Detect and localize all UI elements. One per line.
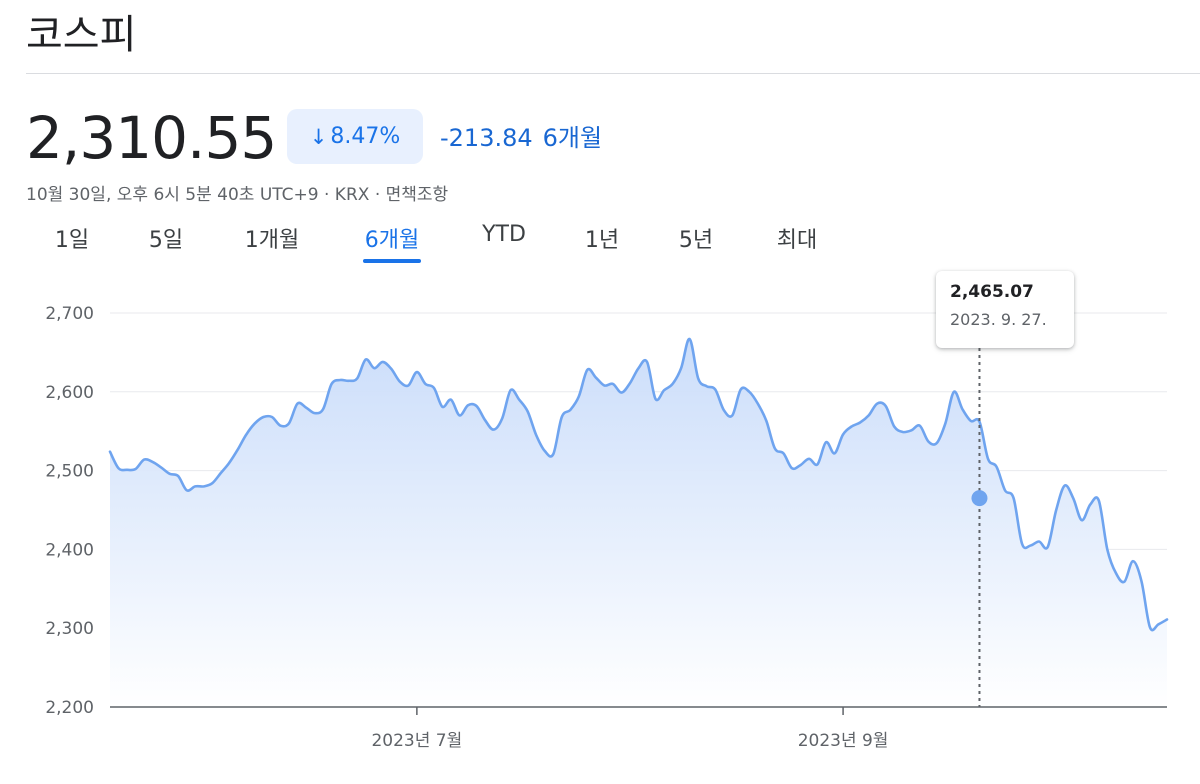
tab-6m[interactable]: 6개월: [364, 228, 420, 253]
y-tick-label: 2,500: [45, 462, 94, 482]
tab-5d[interactable]: 5일: [148, 228, 184, 253]
x-tick-label: 2023년 9월: [798, 731, 889, 751]
y-tick-label: 2,200: [45, 698, 94, 718]
area-fill: [110, 338, 1167, 707]
tab-ytd[interactable]: YTD: [482, 222, 526, 247]
active-tab-indicator: [363, 259, 421, 263]
tab-1d[interactable]: 1일: [54, 228, 90, 253]
tab-max[interactable]: 최대: [776, 228, 818, 253]
y-tick-label: 2,600: [45, 383, 94, 403]
tooltip-date: 2023. 9. 27.: [950, 310, 1047, 329]
y-tick-label: 2,700: [45, 304, 94, 324]
change-percent-badge: ↓ 8.47%: [287, 109, 423, 164]
price-tooltip: 2,465.07 2023. 9. 27.: [936, 271, 1074, 348]
series-line: [108, 337, 1169, 632]
tab-1m[interactable]: 1개월: [244, 228, 300, 253]
change-absolute: -213.84 6개월: [440, 118, 602, 153]
tab-1y[interactable]: 1년: [584, 228, 620, 253]
arrow-down-icon: ↓: [309, 124, 328, 149]
tab-5y[interactable]: 5년: [678, 228, 714, 253]
current-price: 2,310.55: [26, 104, 277, 172]
header-divider: [26, 73, 1200, 74]
change-percent: 8.47%: [330, 124, 401, 149]
y-tick-label: 2,400: [45, 540, 94, 560]
quote-meta: 10월 30일, 오후 6시 5분 40초 UTC+9 · KRX · 면책조항: [26, 185, 449, 205]
change-period: 6개월: [542, 124, 603, 152]
page-title: 코스피: [26, 12, 137, 58]
range-tabs: 1일 5일 1개월 6개월 YTD 1년 5년 최대: [0, 222, 900, 268]
tooltip-value: 2,465.07: [950, 282, 1034, 302]
y-tick-label: 2,300: [45, 619, 94, 639]
change-amount: -213.84: [440, 124, 533, 152]
hover-point[interactable]: [971, 490, 988, 507]
x-tick-label: 2023년 7월: [371, 731, 462, 751]
